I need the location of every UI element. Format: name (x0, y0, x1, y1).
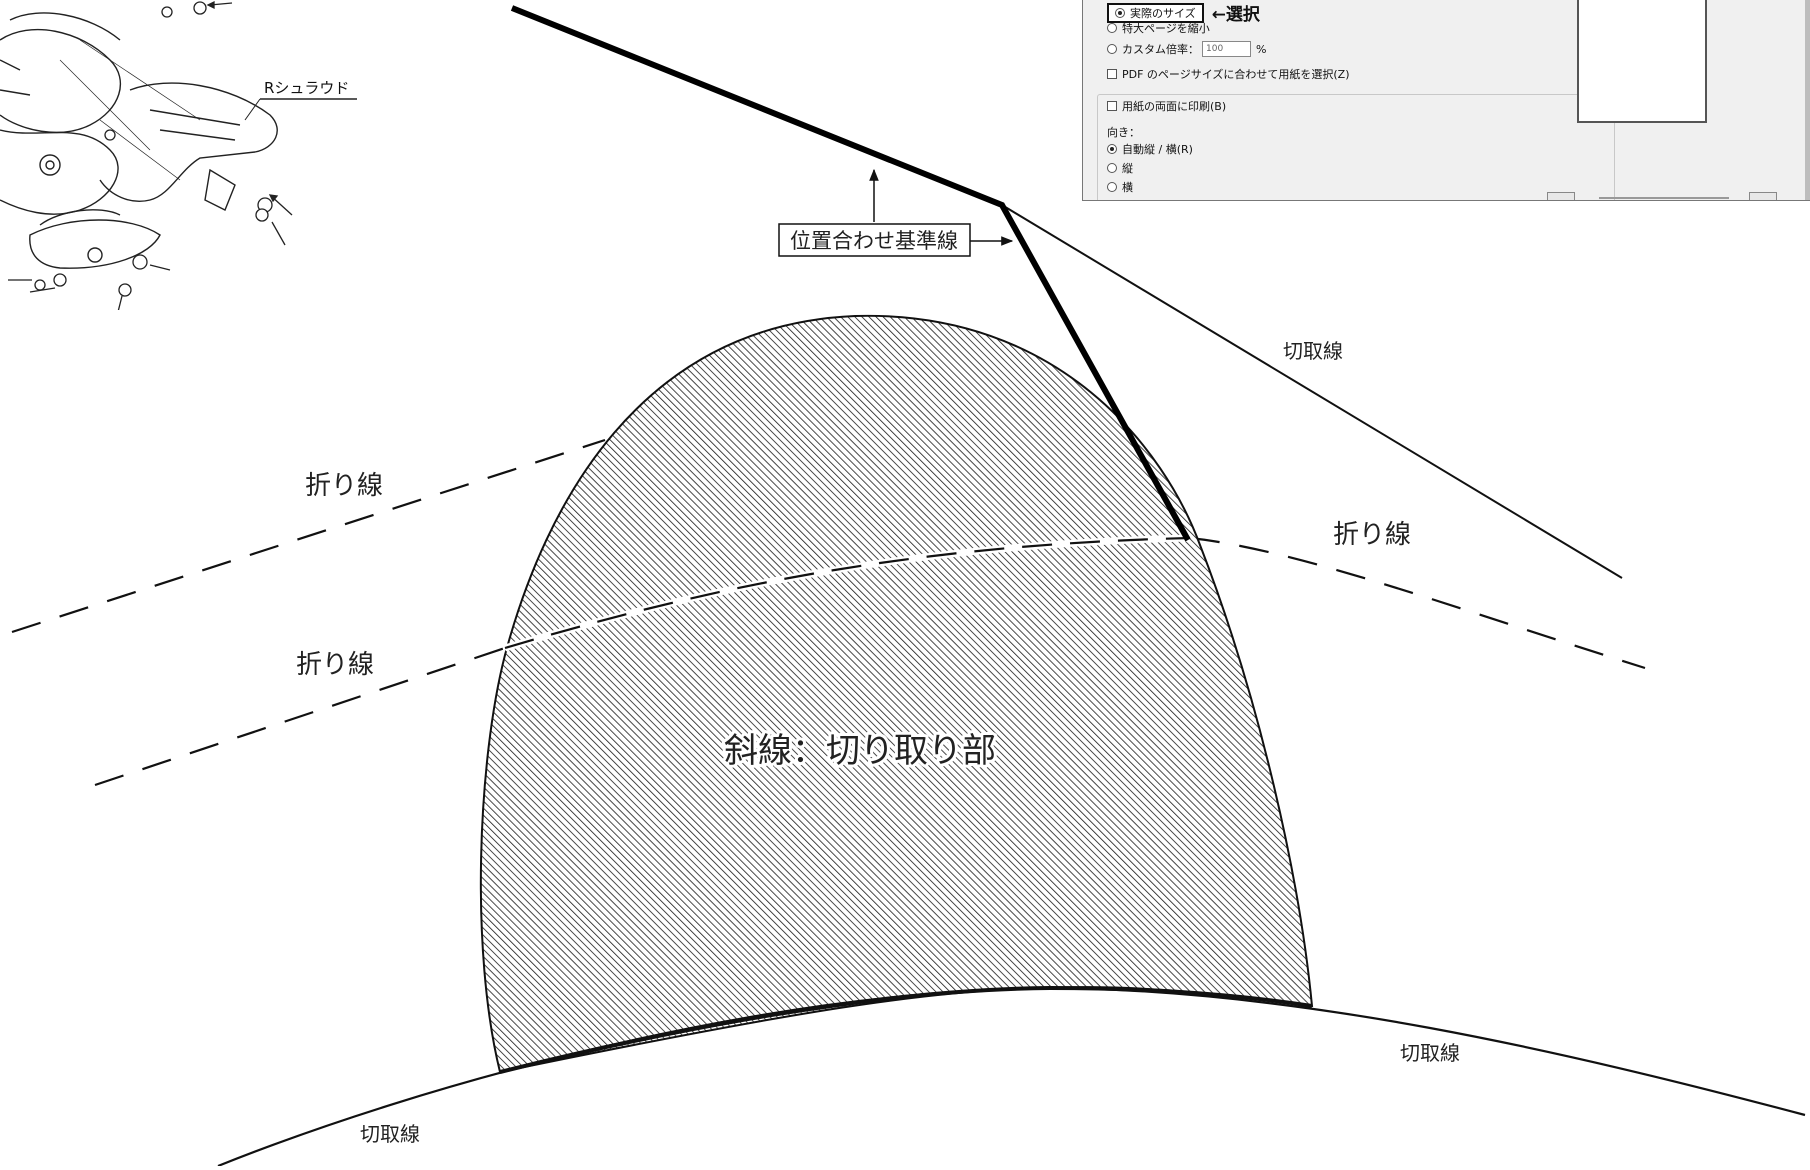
pdf-page-size-label: PDF のページサイズに合わせて用紙を選択(Z) (1122, 68, 1350, 81)
hatched-area-label: 斜線：切り取り部 (724, 731, 996, 771)
radio-orientation-portrait[interactable] (1107, 163, 1117, 173)
fold-line-label-upper-left: 折り線 (305, 471, 383, 501)
print-dialog-inset: 実際のサイズ ←選択 特大ページを縮小 カスタム倍率： 100 % PDF のペ… (1082, 0, 1810, 201)
cut-line-label-bottom-right: 切取線 (1400, 1041, 1460, 1065)
hatched-cutout-area (479, 314, 1314, 1074)
option-custom-scale-row[interactable]: カスタム倍率： 100 % (1107, 41, 1266, 57)
radio-custom-scale[interactable] (1107, 44, 1117, 54)
pdf-page-size-checkbox[interactable] (1107, 69, 1117, 79)
option-actual-size-row[interactable]: 実際のサイズ ←選択 (1107, 0, 1260, 25)
next-page-button[interactable] (1749, 192, 1777, 200)
part-label: Rシュラウド (264, 79, 349, 97)
duplex-checkbox[interactable] (1107, 101, 1117, 111)
radio-orientation-landscape[interactable] (1107, 182, 1117, 192)
fold-line-lower-left (94, 646, 506, 787)
cut-line-upper (1001, 204, 1623, 579)
radio-orientation-auto[interactable] (1107, 144, 1117, 154)
exploded-parts-drawing: Rシュラウド (0, 0, 357, 310)
fold-line-right (1189, 536, 1646, 670)
hatched-area-label-halo: 斜線：切り取り部 (724, 731, 996, 771)
page-slider[interactable] (1599, 197, 1729, 199)
duplex-row[interactable]: 用紙の両面に印刷(B) (1107, 98, 1226, 114)
duplex-label: 用紙の両面に印刷(B) (1122, 100, 1227, 113)
dialog-edge (1805, 0, 1810, 200)
alignment-reference-line (510, 5, 1191, 542)
fold-line-label-lower-left: 折り線 (296, 650, 374, 680)
alignment-line-label: 位置合わせ基準線 (790, 229, 958, 253)
option-shrink-label: 特大ページを縮小 (1122, 22, 1210, 35)
fold-line-inside-dash (504, 536, 1191, 650)
orientation-portrait-row[interactable]: 縦 (1107, 160, 1133, 176)
fold-line-upper-left (11, 438, 606, 634)
orientation-auto-row[interactable]: 自動縦 / 横(R) (1107, 141, 1193, 157)
fold-line-label-right: 折り線 (1333, 520, 1411, 550)
orientation-auto-label: 自動縦 / 横(R) (1122, 143, 1193, 156)
prev-page-button[interactable] (1547, 192, 1575, 200)
radio-shrink-oversized[interactable] (1107, 23, 1117, 33)
options-group (1097, 94, 1615, 200)
cut-line-bottom (217, 986, 1806, 1168)
orientation-portrait-label: 縦 (1122, 162, 1133, 175)
orientation-heading: 向き： (1107, 124, 1140, 140)
option-actual-size-label: 実際のサイズ (1130, 6, 1196, 20)
orientation-landscape-label: 横 (1122, 181, 1133, 194)
option-shrink-row[interactable]: 特大ページを縮小 (1107, 20, 1210, 36)
custom-scale-unit: % (1256, 42, 1267, 56)
alignment-label-box (778, 223, 971, 257)
cut-line-label-upper: 切取線 (1283, 339, 1343, 363)
print-preview-pane (1577, 0, 1707, 123)
custom-scale-input[interactable]: 100 (1202, 41, 1251, 57)
option-custom-scale-label: カスタム倍率： (1122, 43, 1199, 56)
orientation-landscape-row[interactable]: 横 (1107, 179, 1133, 195)
orientation-label: 向き： (1107, 126, 1140, 139)
selected-option-box: 実際のサイズ (1107, 2, 1204, 23)
radio-actual-size[interactable] (1115, 7, 1125, 18)
select-note: ←選択 (1211, 5, 1260, 25)
pdf-page-size-row[interactable]: PDF のページサイズに合わせて用紙を選択(Z) (1107, 66, 1350, 82)
cut-line-bottom-heavy (499, 985, 1313, 1074)
cut-line-label-bottom-left: 切取線 (360, 1122, 420, 1146)
